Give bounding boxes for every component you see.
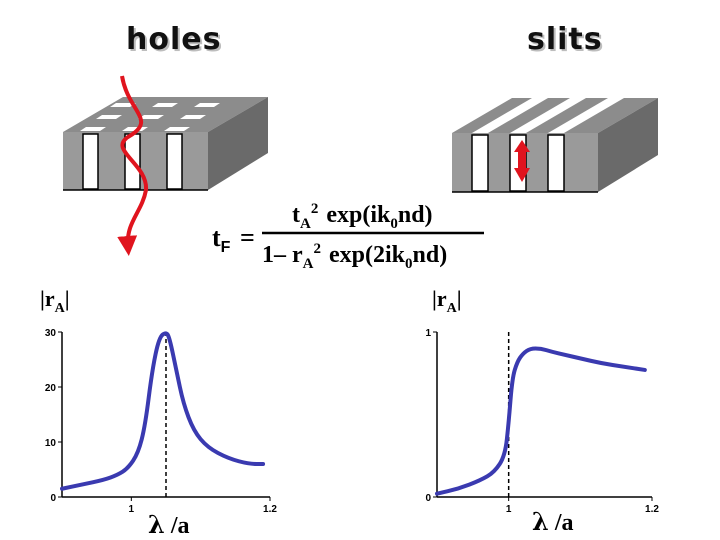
hole-opening: [152, 103, 178, 107]
x-tick-label: 1: [129, 504, 135, 515]
hole-opening: [80, 127, 106, 131]
slit-opening: [472, 98, 548, 133]
hole-opening: [138, 115, 164, 119]
hole-opening: [96, 115, 122, 119]
slits-title: slits: [527, 22, 603, 57]
slits-red-double-arrow: [514, 140, 530, 182]
y-tick-label: 10: [45, 438, 57, 449]
hole-channel: [166, 133, 183, 190]
slit-channel: [471, 134, 489, 192]
hole-opening: [194, 103, 220, 107]
slits-reflectance-chart: |rA| λ/a 0 1 1 1.2: [425, 286, 659, 536]
holes-top-openings: [80, 103, 220, 131]
chart-ylabel: |rA|: [432, 286, 462, 316]
transmission-formula: tF = tA2 exp(ik0nd) 1– rA2 exp(2ik0nd): [212, 201, 484, 272]
y-tick-label: 20: [45, 383, 57, 394]
x-tick-label: 1.2: [263, 504, 277, 515]
slits-block-side: [598, 98, 658, 192]
chart-ylabel: |rA|: [40, 286, 70, 316]
holes-block-side: [208, 97, 268, 190]
formula-equals: =: [240, 223, 255, 252]
slit-opening: [510, 98, 586, 133]
chart-xlabel: λ/a: [148, 510, 190, 539]
holes-title: holes: [126, 22, 222, 57]
holes-reflectance-chart: |rA| λ/a 0 10 20 30 1 1.2: [40, 286, 277, 539]
slit-opening: [548, 98, 624, 133]
formula-denominator: 1– rA2 exp(2ik0nd): [262, 241, 447, 272]
y-tick-label: 1: [425, 328, 431, 339]
holes-red-arrow: [117, 75, 149, 256]
chart-xlabel: λ/a: [532, 507, 574, 536]
formula-lhs: tF: [212, 223, 231, 256]
slits-block: [452, 98, 658, 193]
holes-block: [63, 97, 268, 191]
y-tick-label: 0: [425, 493, 431, 504]
hole-opening: [164, 127, 190, 131]
hole-opening: [180, 115, 206, 119]
reflectance-curve: [435, 346, 647, 496]
formula-numerator: tA2 exp(ik0nd): [292, 201, 433, 232]
x-tick-label: 1: [506, 504, 512, 515]
hole-opening: [122, 127, 148, 131]
y-tick-label: 30: [45, 328, 57, 339]
slits-top-openings: [472, 98, 624, 133]
x-tick-label: 1.2: [645, 504, 659, 515]
y-tick-label: 0: [50, 493, 56, 504]
holes-front-channels: [82, 133, 183, 190]
reflectance-curve: [60, 331, 266, 491]
hole-opening: [110, 103, 136, 107]
hole-channel: [82, 133, 99, 190]
slit-channel: [547, 134, 565, 192]
